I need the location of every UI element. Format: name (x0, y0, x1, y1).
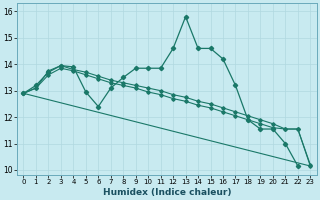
X-axis label: Humidex (Indice chaleur): Humidex (Indice chaleur) (103, 188, 231, 197)
